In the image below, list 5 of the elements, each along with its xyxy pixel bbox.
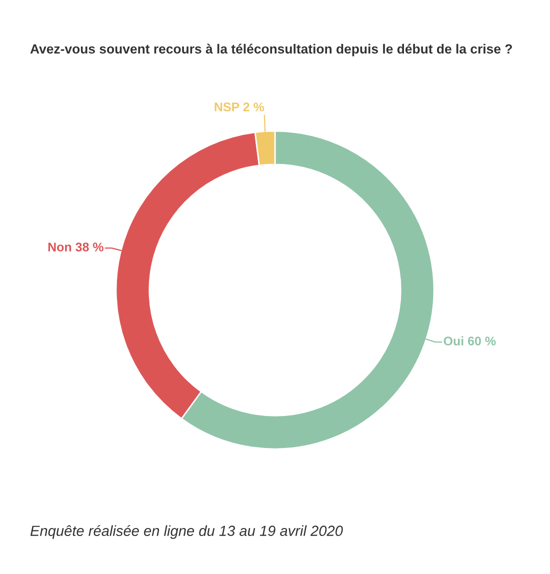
text: Enquête réalisée en ligne du 13 au 19 avril 2020	[30, 525, 343, 539]
slice-label: Non 38 %	[48, 242, 104, 252]
slice-label: Oui 60 %	[444, 336, 496, 346]
slice-label: NSP 2 %	[214, 102, 264, 112]
chart-title: Avez-vous souvent recours à la téléconsultation depuis le début de la crise ?	[30, 44, 512, 56]
